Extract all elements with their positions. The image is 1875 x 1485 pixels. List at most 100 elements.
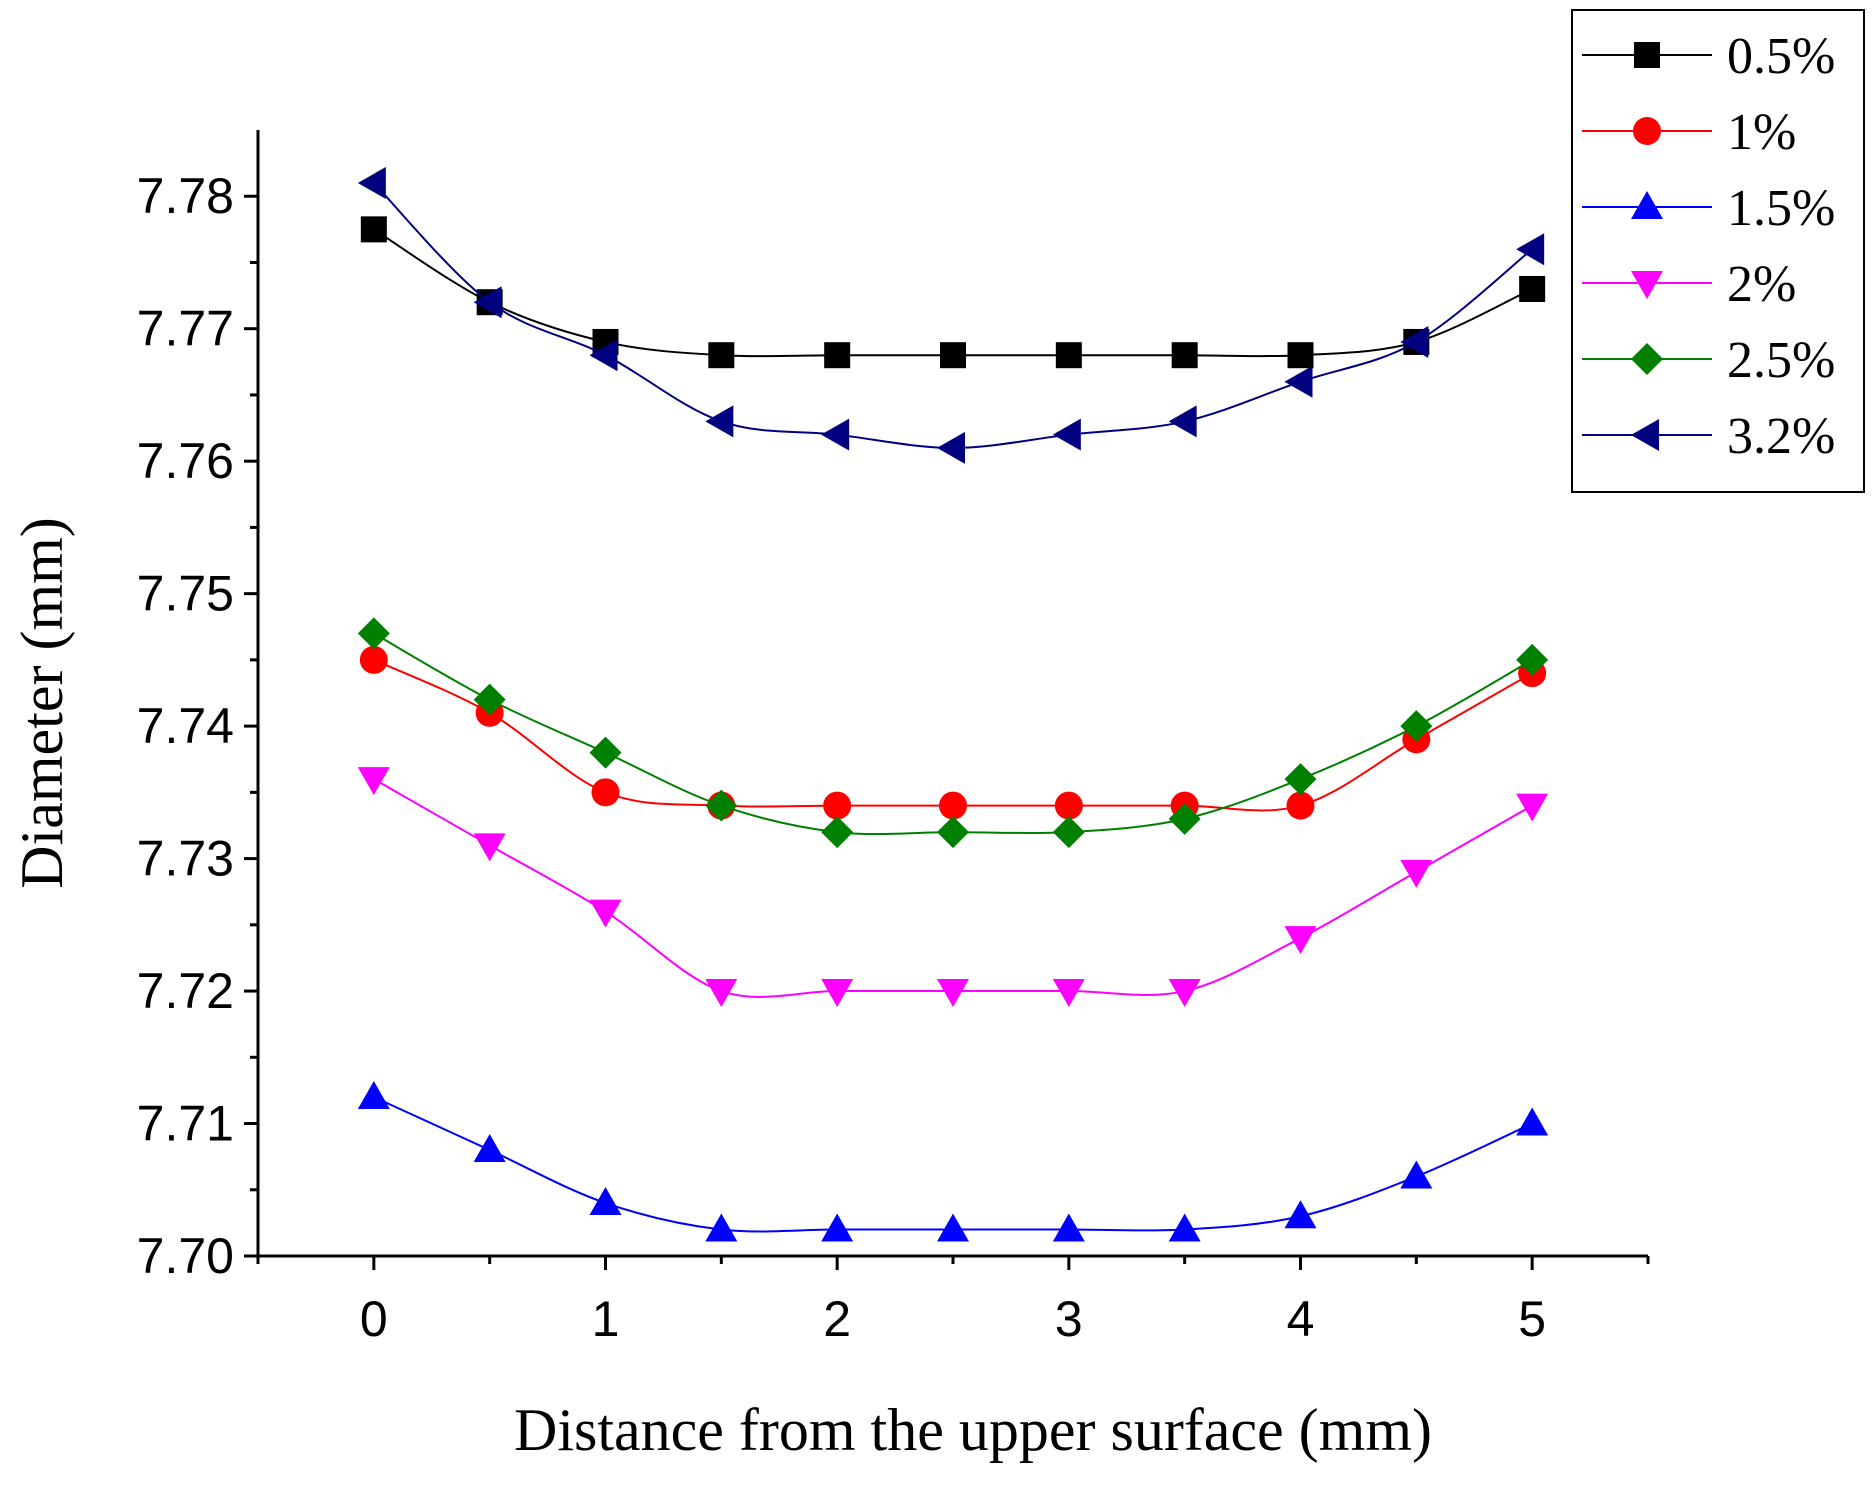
axes: 7.70 7.71 7.72 7.73 7.74 7.75 7.76 7.77 7.78 0 1 2 3… (9, 130, 1650, 1463)
y-tick-label: 7.76 (137, 433, 234, 489)
data-point (1516, 643, 1549, 676)
data-point (357, 617, 390, 650)
data-point (473, 286, 502, 319)
data-point (708, 342, 735, 369)
data-point (1516, 233, 1545, 266)
data-point (1168, 979, 1201, 1008)
legend-marker (1631, 271, 1663, 299)
legend-item: 1.5% (1582, 180, 1835, 237)
data-point (357, 767, 390, 796)
x-tick-label: 2 (823, 1291, 851, 1347)
data-point (1052, 979, 1085, 1008)
data-point (1400, 1160, 1433, 1189)
series-2-5pct (357, 617, 1549, 849)
data-point (357, 1081, 390, 1110)
legend-label: 2% (1727, 256, 1796, 313)
data-point (591, 778, 620, 807)
data-point (1052, 418, 1081, 451)
data-point (824, 342, 851, 369)
legend-item: 2.5% (1582, 332, 1835, 389)
legend-marker (1634, 42, 1660, 68)
data-point (1168, 405, 1197, 438)
data-point (1052, 1213, 1085, 1242)
y-tick-label: 7.75 (137, 566, 234, 622)
data-point (589, 736, 622, 769)
data-point (821, 1213, 854, 1242)
x-axis-title: Distance from the upper surface (mm) (514, 1397, 1432, 1463)
legend-label: 3.2% (1727, 408, 1835, 465)
data-point (1519, 275, 1546, 302)
data-point (589, 1187, 622, 1216)
series-line (373, 658, 1533, 812)
data-point (705, 979, 738, 1008)
x-tick-label: 1 (592, 1291, 620, 1347)
y-tick-label: 7.78 (137, 168, 234, 224)
data-point (360, 216, 387, 243)
legend-label: 1% (1727, 104, 1796, 161)
legend-marker (1631, 343, 1663, 375)
data-point (1054, 791, 1083, 820)
data-point (1287, 342, 1314, 369)
legend-item: 1% (1582, 104, 1796, 161)
data-point (1516, 1107, 1549, 1136)
legend: 0.5% 1% 1.5% 2% 2.5% 3.2% (1571, 9, 1865, 493)
y-tick-label: 7.71 (137, 1096, 234, 1152)
data-point (1400, 325, 1429, 358)
y-tick-label: 7.70 (137, 1228, 234, 1284)
data-point (1171, 342, 1198, 369)
data-point (1052, 816, 1085, 849)
data-point (705, 1213, 738, 1242)
data-point (1400, 710, 1433, 743)
data-point (1284, 365, 1313, 398)
legend-box (1571, 9, 1865, 493)
series-2pct (357, 767, 1549, 1008)
data-point (473, 683, 506, 716)
data-point (939, 791, 967, 820)
data-point (705, 405, 734, 438)
data-point (357, 166, 386, 199)
y-tick-label: 7.73 (137, 831, 234, 887)
x-tick-label: 3 (1055, 1291, 1083, 1347)
data-point (937, 431, 965, 464)
data-point (1168, 1213, 1201, 1242)
data-point (589, 899, 622, 928)
data-point (937, 816, 969, 849)
y-axis-title: Diameter (mm) (9, 517, 75, 889)
legend-label: 1.5% (1727, 180, 1835, 237)
y-tick-label: 7.72 (137, 963, 234, 1019)
data-point (821, 418, 850, 451)
series-line (373, 228, 1533, 358)
data-point (1284, 763, 1317, 796)
series-layer (357, 166, 1549, 1242)
data-point (473, 1134, 506, 1163)
legend-item: 0.5% (1582, 28, 1835, 85)
series-line (373, 182, 1533, 449)
data-point (705, 789, 738, 822)
legend-item: 2% (1582, 256, 1796, 313)
series-line (373, 1096, 1533, 1233)
legend-label: 2.5% (1727, 332, 1835, 389)
series-1pct (359, 645, 1547, 820)
legend-item: 3.2% (1582, 408, 1835, 465)
legend-marker (1631, 419, 1659, 451)
data-point (940, 342, 966, 369)
data-point (821, 816, 854, 849)
data-point (589, 339, 618, 372)
legend-label: 0.5% (1727, 28, 1835, 85)
series-0-5pct (360, 216, 1546, 369)
series-3-2pct (357, 166, 1545, 464)
data-point (937, 979, 969, 1008)
y-tick-label: 7.74 (137, 698, 234, 754)
data-point (1168, 802, 1201, 835)
data-point (1284, 1200, 1317, 1229)
x-tick-label: 5 (1518, 1291, 1546, 1347)
data-point (821, 979, 854, 1008)
y-tick-label: 7.77 (137, 301, 234, 357)
data-point (1284, 926, 1317, 955)
data-point (359, 645, 388, 674)
data-point (937, 1213, 969, 1242)
legend-marker (1633, 117, 1661, 145)
data-point (473, 833, 506, 862)
